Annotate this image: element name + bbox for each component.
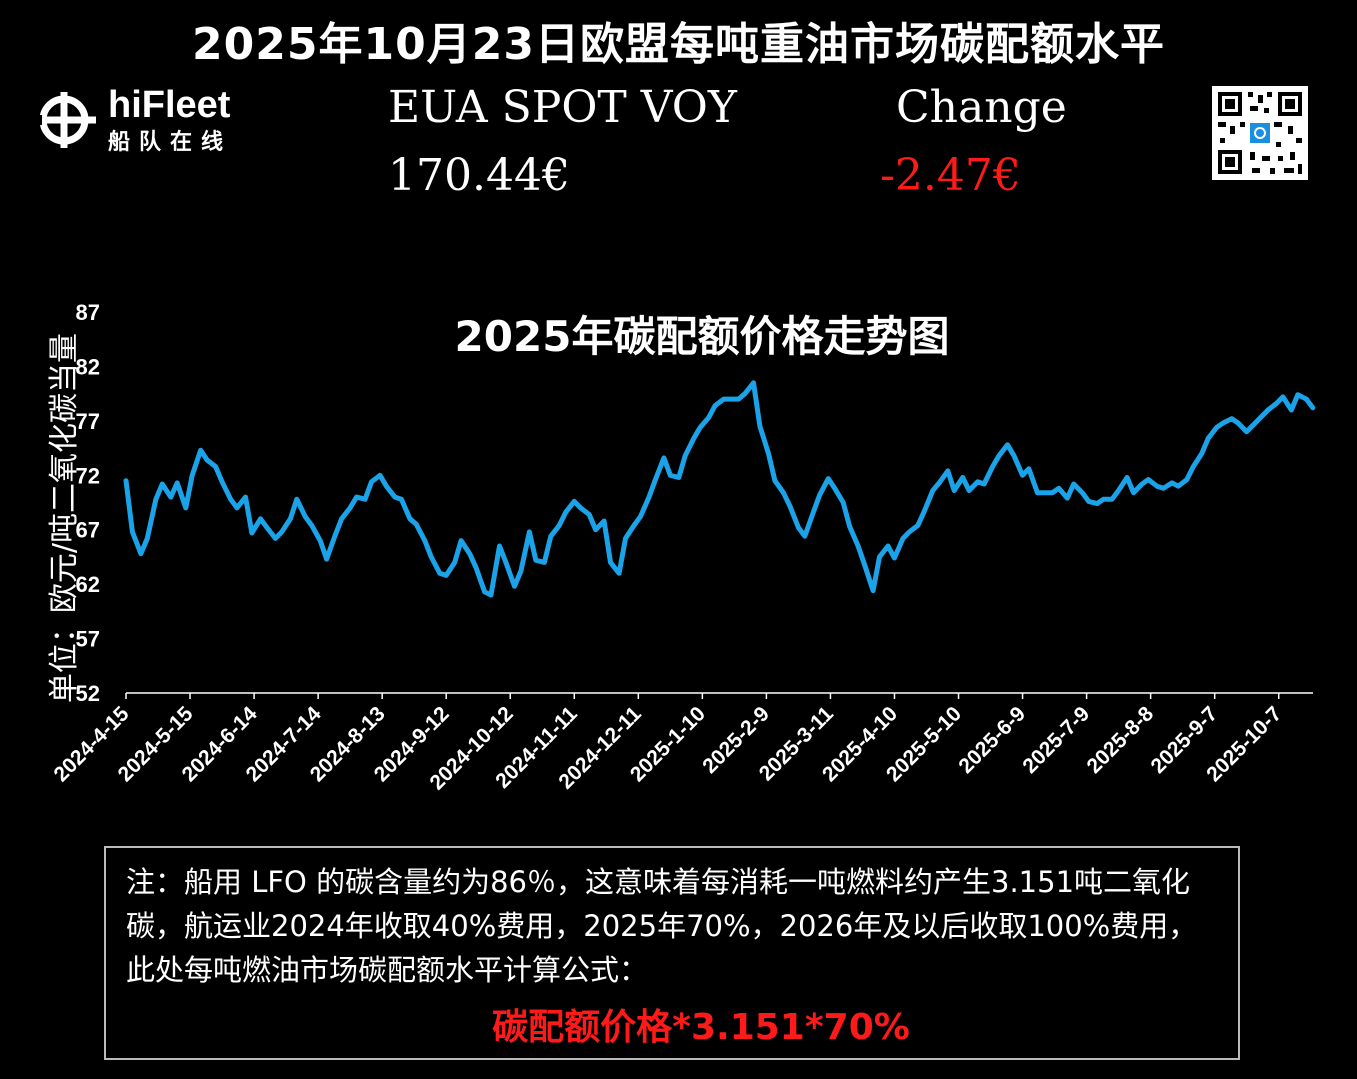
x-tick-label: 2025-6-9	[954, 702, 1030, 778]
y-tick-label: 67	[76, 518, 100, 543]
y-tick-label: 52	[76, 681, 100, 706]
x-tick-label: 2025-7-9	[1018, 702, 1094, 778]
logo-subtitle: 船队在线	[108, 130, 233, 155]
eua-value: 170.44€	[388, 150, 570, 201]
series-line	[123, 380, 1316, 598]
change-value: -2.47€	[880, 150, 1021, 201]
y-tick-label: 77	[76, 409, 100, 434]
eua-label: EUA SPOT VOY	[388, 82, 737, 133]
y-tick-label: 62	[76, 572, 100, 597]
y-tick-label: 87	[76, 300, 100, 325]
qr-code-icon	[1212, 86, 1308, 180]
hifleet-logo-icon	[28, 92, 96, 148]
y-tick-label: 82	[76, 354, 100, 379]
x-tick-label: 2025-8-8	[1082, 702, 1158, 778]
note-box: 注：船用 LFO 的碳含量约为86％，这意味着每消耗一吨燃料约产生3.151吨二…	[104, 846, 1240, 1060]
y-tick-label: 57	[76, 627, 100, 652]
y-tick-label: 72	[76, 463, 100, 488]
logo-name: hiFleet	[108, 84, 231, 126]
chart-title: 2025年碳配额价格走势图	[454, 312, 950, 361]
change-label: Change	[896, 82, 1067, 133]
note-text: 注：船用 LFO 的碳含量约为86％，这意味着每消耗一吨燃料约产生3.151吨二…	[126, 865, 1198, 987]
note-formula: 碳配额价格*3.151*70%	[492, 1007, 910, 1048]
main-title: 2025年10月23日欧盟每吨重油市场碳配额水平	[192, 19, 1165, 70]
price-line-chart: 52576267727782872024-4-152024-5-152024-6…	[50, 300, 1316, 794]
